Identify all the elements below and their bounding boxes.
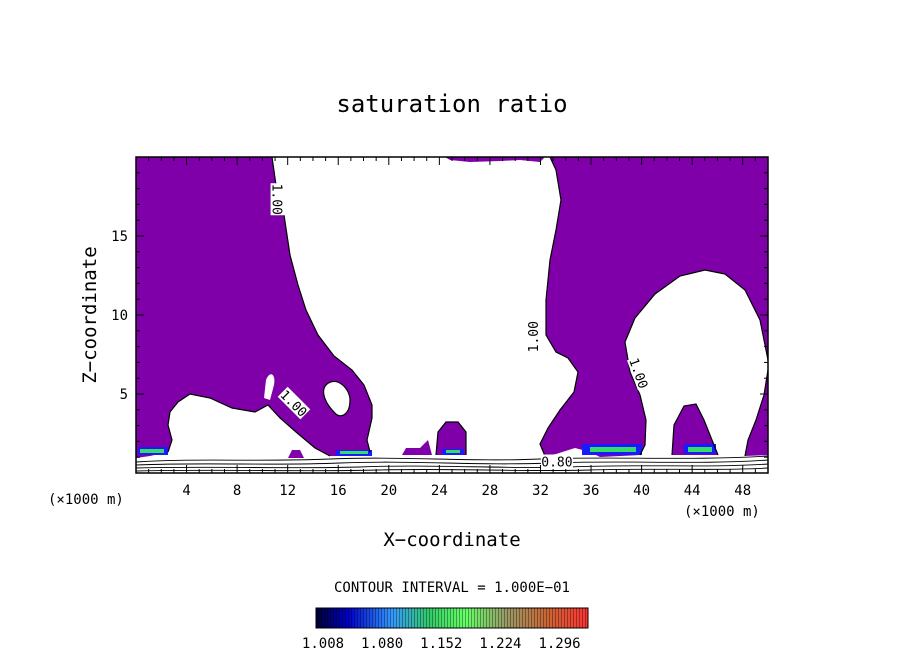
colorbar-label: 1.224 bbox=[479, 636, 521, 652]
colorbar: 1.008 1.080 1.152 1.224 1.296 bbox=[302, 607, 589, 652]
x-tick-label: 36 bbox=[583, 483, 600, 499]
x-tick-label: 8 bbox=[233, 483, 241, 499]
supersaturated-bump-25 bbox=[436, 422, 466, 455]
contour-label-bg bbox=[540, 454, 573, 469]
supersaturated-region-left bbox=[136, 157, 372, 458]
contour-lines-100 bbox=[167, 157, 768, 457]
x-tick-label: 4 bbox=[182, 483, 190, 499]
contour-label: 0.80 bbox=[541, 456, 572, 471]
y-tick-label: 10 bbox=[111, 308, 128, 324]
x-tick-label: 32 bbox=[532, 483, 549, 499]
x-axis-label: X−coordinate bbox=[383, 529, 520, 551]
surface-contour-lines bbox=[136, 455, 768, 472]
x-tick-label: 24 bbox=[431, 483, 448, 499]
contour-interval-text: CONTOUR INTERVAL = 1.000E−01 bbox=[334, 580, 570, 596]
colorbar-frame bbox=[315, 607, 589, 629]
y-axis-label: Z−coordinate bbox=[79, 246, 101, 383]
x-tick-label: 48 bbox=[734, 483, 751, 499]
y-tick-label: 15 bbox=[111, 229, 128, 245]
x-tick-label: 44 bbox=[684, 483, 701, 499]
contour-label-bg bbox=[627, 355, 652, 391]
subsaturated-notch bbox=[264, 374, 275, 400]
colorbar-label: 1.008 bbox=[302, 636, 344, 652]
colorbar-label: 1.080 bbox=[361, 636, 403, 652]
contour-label-bg bbox=[277, 386, 311, 420]
x-axis: 4 8 12 16 20 24 28 32 36 40 44 48 bbox=[135, 157, 769, 499]
x-unit-left: (×1000 m) bbox=[48, 492, 124, 508]
x-tick-label: 12 bbox=[279, 483, 296, 499]
supersaturated-region-top bbox=[445, 157, 545, 162]
colorbar-label: 1.152 bbox=[420, 636, 462, 652]
supersaturated-spot-13 bbox=[288, 450, 304, 458]
colorbar-label: 1.296 bbox=[538, 636, 580, 652]
contour-label-bg bbox=[525, 320, 540, 353]
y-tick-label: 5 bbox=[120, 387, 128, 403]
x-tick-label: 40 bbox=[633, 483, 650, 499]
high-saturation-patches bbox=[138, 444, 716, 456]
x-tick-label: 16 bbox=[330, 483, 347, 499]
contour-label: 1.00 bbox=[269, 184, 284, 215]
contour-label-bg bbox=[270, 183, 285, 216]
x-tick-label: 28 bbox=[481, 483, 498, 499]
y-axis: 5 10 15 bbox=[111, 156, 768, 474]
contour-label: 1.00 bbox=[527, 321, 542, 352]
supersaturated-region-right bbox=[540, 157, 768, 457]
supersaturated-spot-19 bbox=[402, 440, 432, 455]
colorbar-stripes bbox=[316, 608, 588, 628]
x-tick-label: 20 bbox=[380, 483, 397, 499]
x-unit-right: (×1000 m) bbox=[684, 504, 760, 520]
chart-title: saturation ratio bbox=[336, 90, 567, 118]
plot-area bbox=[136, 157, 768, 473]
colorbar-labels: 1.008 1.080 1.152 1.224 1.296 bbox=[302, 636, 581, 652]
supersaturated-bump-44 bbox=[672, 404, 718, 455]
